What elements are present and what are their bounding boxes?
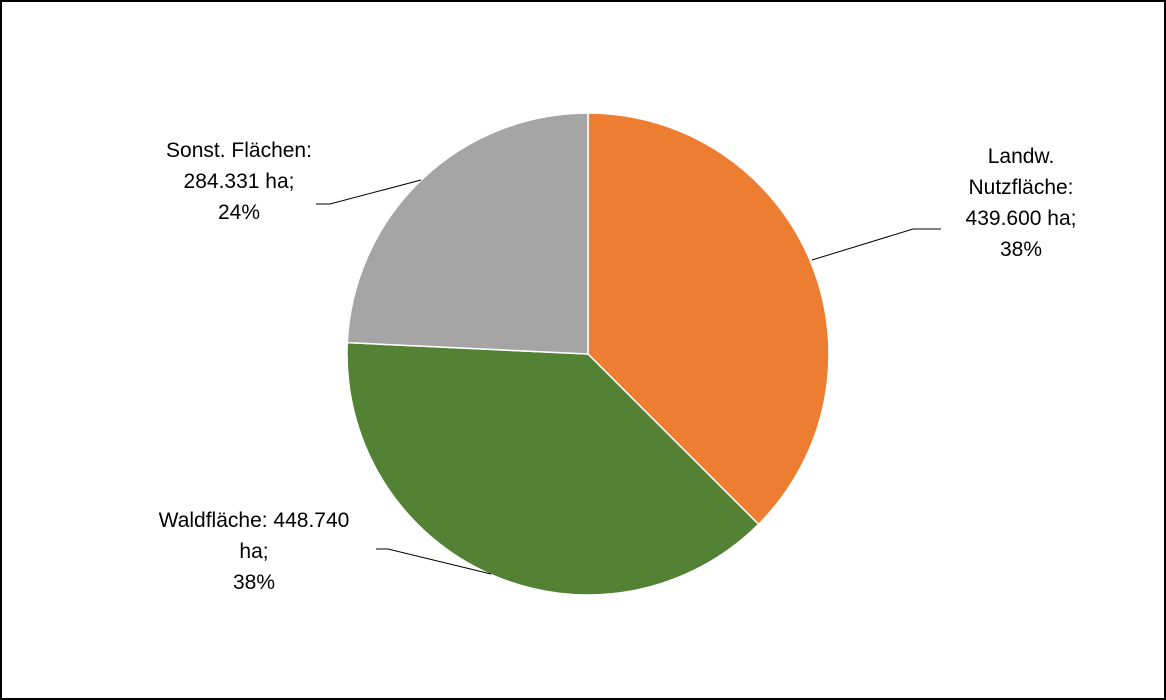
data-label: Waldfläche: 448.740 ha; 38% bbox=[159, 509, 350, 594]
data-label-line: Landw. bbox=[988, 145, 1055, 168]
data-label-line: 284.331 ha; bbox=[184, 170, 295, 193]
data-label-line: Sonst. Flächen: bbox=[166, 139, 312, 162]
leader-line bbox=[376, 548, 492, 575]
data-label: Sonst. Flächen: 284.331 ha; 24% bbox=[166, 139, 312, 224]
leader-line bbox=[811, 228, 941, 261]
leader-line bbox=[316, 179, 422, 205]
data-label-line: 38% bbox=[1000, 238, 1042, 261]
leader-lines bbox=[316, 179, 941, 575]
pie-slices bbox=[346, 112, 830, 596]
data-label-line: Waldfläche: 448.740 bbox=[159, 509, 350, 532]
data-label-line: 38% bbox=[233, 571, 275, 594]
data-label-line: ha; bbox=[239, 540, 268, 563]
data-label-line: 24% bbox=[218, 201, 260, 224]
data-label-line: Nutzfläche: bbox=[968, 176, 1073, 199]
pie-slice-sonst-fl-chen bbox=[346, 112, 589, 355]
pie-slice-landw-nutzfl-che bbox=[587, 112, 830, 526]
data-labels: Landw. Nutzfläche: 439.600 ha; 38%Waldfläch… bbox=[159, 139, 1077, 594]
data-label-line: 439.600 ha; bbox=[966, 207, 1077, 230]
data-label: Landw. Nutzfläche: 439.600 ha; 38% bbox=[966, 145, 1077, 261]
